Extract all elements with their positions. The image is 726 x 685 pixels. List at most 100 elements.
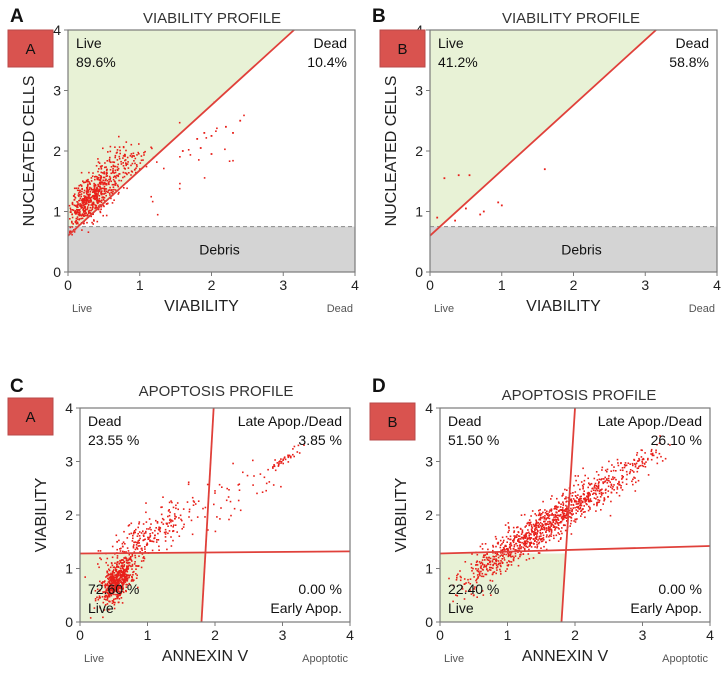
data-point: [69, 226, 72, 229]
data-point: [139, 545, 141, 547]
data-point: [500, 565, 502, 568]
data-point: [137, 151, 139, 154]
data-point: [71, 209, 74, 211]
data-point: [142, 523, 145, 525]
data-point: [97, 158, 99, 160]
data-point: [621, 475, 623, 477]
data-point: [127, 161, 129, 163]
panel-letter: B: [372, 6, 386, 27]
data-point: [115, 570, 117, 573]
data-point: [540, 528, 542, 531]
data-point: [81, 187, 83, 190]
data-point: [492, 555, 494, 558]
live-quadrant: [80, 553, 206, 622]
data-point: [650, 458, 653, 461]
data-point: [569, 516, 571, 518]
data-point: [514, 536, 516, 539]
data-point: [87, 201, 90, 203]
data-point: [483, 564, 486, 566]
data-point: [595, 510, 597, 512]
data-point: [175, 504, 177, 507]
data-point: [114, 581, 117, 584]
data-point: [178, 187, 181, 190]
data-point: [278, 462, 280, 465]
data-point: [96, 187, 98, 190]
data-point: [121, 602, 124, 604]
data-point: [215, 130, 217, 132]
data-point: [142, 159, 144, 161]
data-point: [80, 217, 83, 220]
data-point: [558, 522, 561, 524]
data-point: [493, 558, 496, 560]
data-point: [107, 191, 109, 193]
data-point: [121, 545, 124, 548]
data-point: [495, 572, 497, 575]
data-point: [109, 584, 112, 587]
region-value: 51.50 %: [448, 432, 499, 448]
data-point: [129, 556, 132, 558]
data-point: [582, 511, 585, 513]
data-point: [118, 570, 121, 572]
data-point: [612, 476, 614, 478]
data-point: [543, 538, 545, 541]
data-point: [479, 213, 482, 216]
data-point: [113, 580, 115, 583]
data-point: [97, 185, 100, 187]
data-point: [84, 211, 87, 213]
data-point: [499, 539, 502, 542]
data-point: [527, 553, 530, 555]
data-point: [535, 522, 537, 525]
data-point: [91, 208, 94, 211]
data-point: [225, 499, 228, 502]
data-point: [168, 514, 171, 517]
data-point: [600, 478, 602, 481]
data-point: [156, 161, 158, 163]
data-point: [100, 191, 102, 194]
data-point: [126, 578, 128, 580]
data-point: [485, 566, 487, 568]
data-point: [166, 523, 168, 525]
data-point: [565, 508, 568, 511]
data-point: [69, 230, 71, 232]
data-point: [116, 540, 118, 543]
data-point: [106, 571, 109, 574]
data-point: [501, 561, 503, 564]
data-point: [126, 187, 128, 190]
data-point: [176, 531, 178, 533]
data-point: [558, 533, 561, 535]
data-point: [125, 586, 128, 588]
data-point: [92, 172, 94, 174]
data-point: [93, 607, 96, 609]
data-point: [79, 197, 82, 200]
data-point: [110, 588, 112, 590]
data-point: [656, 456, 659, 459]
data-point: [631, 462, 634, 465]
data-point: [132, 546, 135, 549]
data-point: [107, 151, 109, 153]
data-point: [575, 509, 578, 511]
data-point: [86, 186, 89, 188]
data-point: [116, 555, 119, 557]
data-point: [126, 156, 129, 159]
data-point: [569, 511, 571, 514]
data-point: [221, 486, 223, 488]
data-point: [156, 522, 159, 524]
data-point: [535, 526, 537, 529]
data-point: [132, 534, 134, 537]
data-point: [516, 526, 518, 529]
data-point: [274, 459, 276, 461]
data-point: [555, 508, 558, 511]
data-point: [135, 171, 137, 174]
data-point: [496, 566, 499, 568]
data-point: [136, 535, 139, 537]
data-point: [79, 189, 81, 192]
data-point: [144, 538, 146, 541]
data-point: [530, 541, 532, 544]
data-point: [463, 578, 466, 580]
data-point: [113, 569, 115, 571]
data-point: [108, 595, 111, 598]
data-point: [171, 520, 174, 522]
data-point: [213, 503, 215, 506]
data-point: [538, 518, 540, 521]
